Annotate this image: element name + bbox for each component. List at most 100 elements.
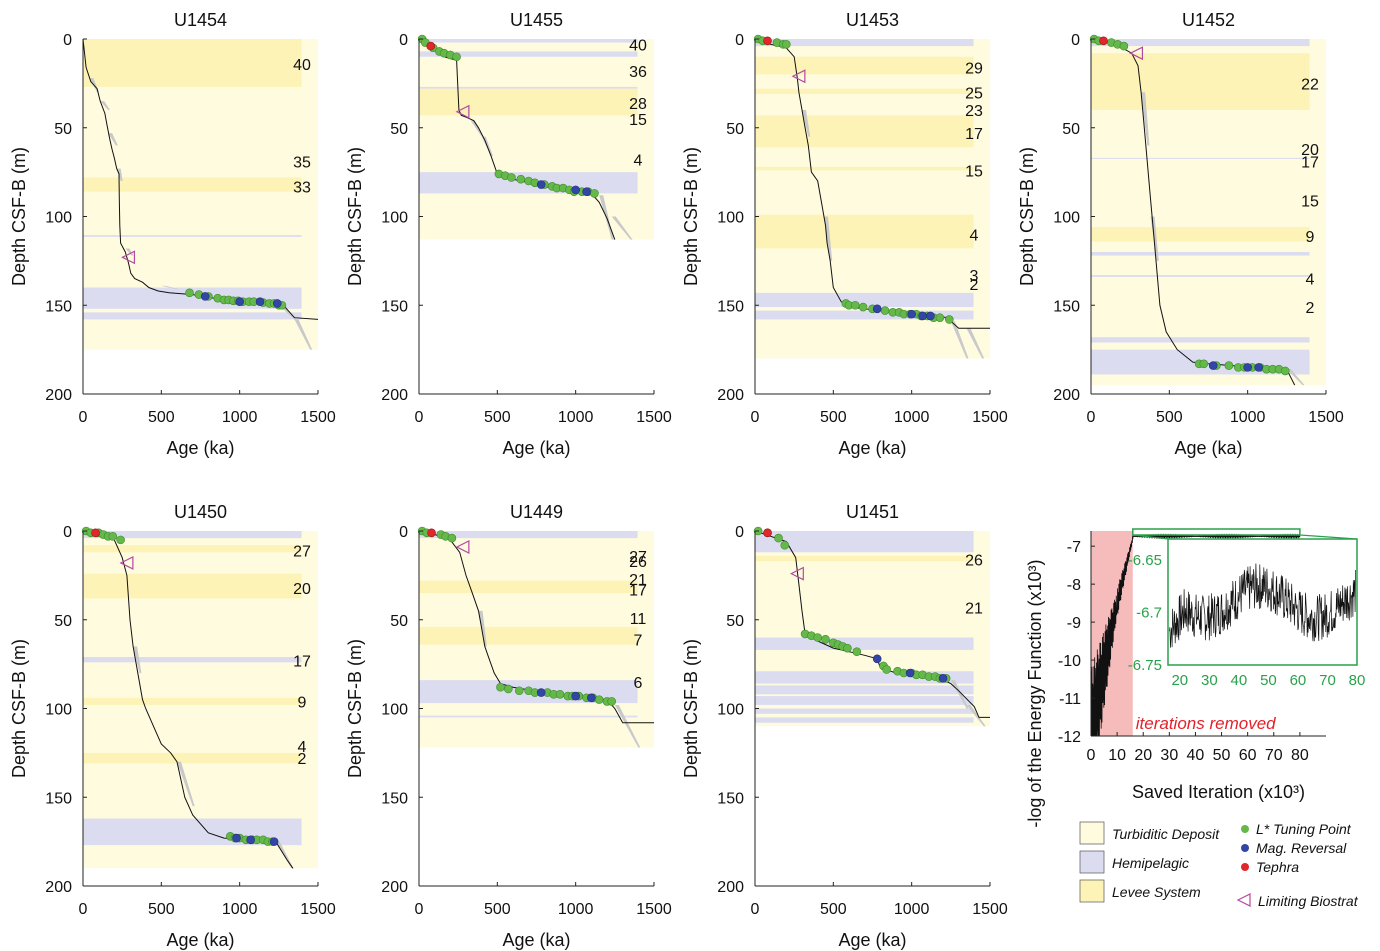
- hemipelagic-band: [83, 657, 302, 663]
- legend-biostrat-marker: [1236, 893, 1251, 907]
- x-tick-label: 500: [148, 409, 175, 426]
- tuning-point: [1199, 359, 1209, 369]
- uncertainty-envelope: [611, 216, 633, 240]
- tuning-point: [590, 189, 599, 198]
- tuning-point: [882, 665, 891, 674]
- hemipelagic-band: [1091, 157, 1310, 159]
- levee-band: [83, 573, 302, 599]
- stage-label: 25: [965, 85, 983, 102]
- tuning-point: [944, 315, 954, 324]
- y-tick-label: 0: [399, 524, 408, 541]
- y-tick-label: 200: [381, 879, 408, 896]
- panel-title: U1453: [846, 10, 899, 30]
- x-tick-label: 500: [820, 409, 847, 426]
- tuning-point: [108, 532, 118, 541]
- stage-label: 21: [965, 600, 983, 617]
- y-tick-label: 0: [1071, 32, 1080, 49]
- x-tick-label: 1500: [300, 901, 336, 918]
- hemipelagic-band: [755, 637, 974, 650]
- tuning-point: [555, 689, 565, 699]
- x-axis-label: Age (ka): [166, 930, 234, 950]
- levee-band: [419, 88, 638, 116]
- stage-label: 29: [965, 60, 983, 77]
- stage-label: 28: [629, 96, 647, 113]
- stage-label: 36: [629, 64, 647, 81]
- tuning-point: [850, 300, 860, 310]
- uncertainty-envelope: [161, 285, 179, 290]
- y-tick-label: 150: [45, 790, 72, 807]
- biostrat-marker: [121, 250, 136, 265]
- mag-reversal-point: [1208, 361, 1218, 370]
- levee-band: [755, 555, 974, 562]
- stage-label: 40: [293, 57, 311, 74]
- levee-band: [755, 166, 974, 171]
- tuning-point: [116, 535, 125, 545]
- levee-band: [83, 697, 302, 705]
- hemipelagic-band: [755, 685, 974, 695]
- x-axis-label: Age (ka): [838, 438, 906, 458]
- hemipelagic-band: [1091, 275, 1310, 277]
- y-tick-label: 50: [726, 613, 744, 630]
- x-tick-label: 0: [79, 901, 88, 918]
- x-tick-label: 70: [1265, 747, 1283, 764]
- inset-connector: [1132, 534, 1169, 540]
- mag-reversal-point: [905, 668, 915, 678]
- y-tick-label: 100: [1053, 210, 1080, 227]
- uncertainty-envelope: [133, 646, 142, 673]
- x-tick-label: 1000: [894, 901, 930, 918]
- legend-biostrat-label: Limiting Biostrat: [1258, 893, 1359, 909]
- uncertainty-envelope: [802, 110, 811, 137]
- inset-x-tick-label: 30: [1201, 672, 1218, 689]
- hemipelagic-band: [755, 708, 974, 714]
- legend-levee-swatch: [1079, 879, 1105, 903]
- y-axis-label: Depth CSF-B (m): [345, 147, 365, 286]
- legend-turbidite-label: Turbiditic Deposit: [1112, 826, 1220, 842]
- mag-reversal-point: [272, 299, 282, 308]
- x-tick-label: 500: [820, 901, 847, 918]
- mag-reversal-point: [235, 297, 244, 307]
- legend-hemipelagic-swatch: [1079, 850, 1105, 874]
- levee-band: [755, 56, 974, 75]
- mag-reversal-point: [1243, 363, 1252, 372]
- hemipelagic-band: [755, 39, 974, 47]
- x-tick-label: 40: [1187, 747, 1205, 764]
- tuning-point: [607, 697, 617, 706]
- x-axis-label: Saved Iteration (x10³): [1132, 782, 1305, 802]
- tuning-point: [452, 52, 461, 62]
- stage-label: 15: [629, 112, 647, 129]
- tuning-point: [821, 634, 830, 644]
- stage-label: 26: [629, 554, 647, 571]
- inset-energy-trace: [1169, 563, 1356, 648]
- hemipelagic-band: [1091, 39, 1310, 47]
- x-tick-label: 80: [1291, 747, 1309, 764]
- y-tick-label: 200: [1053, 387, 1080, 404]
- uncertainty-envelope: [177, 761, 195, 807]
- uncertainty-envelope: [966, 704, 986, 727]
- stage-label: 20: [1301, 142, 1319, 159]
- tuning-point: [843, 643, 852, 653]
- x-axis-label: Age (ka): [1174, 438, 1242, 458]
- stage-label: 2: [1306, 300, 1315, 317]
- mag-reversal-point: [938, 674, 948, 683]
- levee-band: [83, 545, 302, 553]
- tuning-point: [516, 174, 526, 184]
- turbidite-background: [419, 39, 654, 240]
- stage-label: 2: [298, 751, 307, 768]
- hemipelagic-band: [83, 312, 302, 320]
- legend-turbidite-swatch: [1079, 821, 1105, 845]
- stage-label: 26: [965, 552, 983, 569]
- x-axis-label: Age (ka): [502, 438, 570, 458]
- y-tick-label: 50: [390, 613, 408, 630]
- x-tick-label: 60: [1239, 747, 1257, 764]
- x-tick-label: 50: [1213, 747, 1231, 764]
- tuning-point: [447, 533, 457, 543]
- levee-band: [83, 752, 302, 764]
- mag-reversal-point: [872, 304, 882, 314]
- legend-levee-label: Levee System: [1112, 884, 1201, 900]
- uncertainty-envelope: [125, 248, 134, 256]
- panel-title: U1452: [1182, 10, 1235, 30]
- stage-label: 4: [1306, 272, 1315, 289]
- y-tick-label: -12: [1058, 729, 1081, 746]
